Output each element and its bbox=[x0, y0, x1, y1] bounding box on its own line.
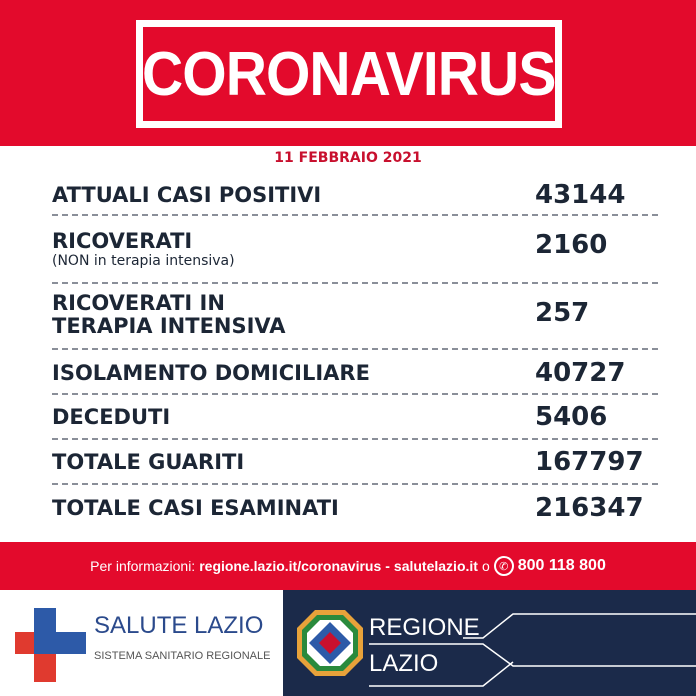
salute-lazio-subtitle: SISTEMA SANITARIO REGIONALE bbox=[94, 650, 271, 662]
regione-label-1: REGIONE bbox=[369, 614, 480, 641]
stat-row-terapia-intensiva: RICOVERATI IN TERAPIA INTENSIVA 257 bbox=[52, 284, 658, 350]
stat-row-ricoverati: RICOVERATI (NON in terapia intensiva) 216… bbox=[52, 216, 658, 284]
stat-label-main: RICOVERATI bbox=[52, 229, 193, 253]
salute-lazio-title: SALUTE LAZIO bbox=[94, 612, 264, 639]
stat-value: 216347 bbox=[535, 493, 644, 523]
salute-lazio-logo: SALUTE LAZIO SISTEMA SANITARIO REGIONALE bbox=[0, 590, 283, 696]
stat-label: ISOLAMENTO DOMICILIARE bbox=[52, 361, 370, 385]
stat-value: 2160 bbox=[535, 230, 608, 260]
stat-label: RICOVERATI IN TERAPIA INTENSIVA bbox=[52, 292, 286, 338]
stat-label: DECEDUTI bbox=[52, 405, 171, 429]
stat-value: 257 bbox=[535, 298, 590, 328]
info-separator: - bbox=[385, 558, 390, 574]
link-salutelazio[interactable]: salutelazio.it bbox=[393, 558, 478, 574]
decorative-lines bbox=[369, 613, 696, 687]
cross-logo-icon bbox=[15, 608, 86, 682]
stat-value: 5406 bbox=[535, 402, 608, 432]
stat-sublabel: (NON in terapia intensiva) bbox=[52, 253, 235, 269]
stat-value: 167797 bbox=[535, 447, 644, 477]
stat-row-deceduti: DECEDUTI 5406 bbox=[52, 395, 658, 440]
phone-number[interactable]: 800 118 800 bbox=[517, 557, 606, 574]
stat-value: 43144 bbox=[535, 180, 626, 210]
phone-icon: ✆ bbox=[493, 556, 514, 576]
regione-label-2: LAZIO bbox=[369, 650, 439, 677]
info-prefix: Per informazioni: bbox=[90, 558, 196, 574]
stat-label: ATTUALI CASI POSITIVI bbox=[52, 183, 322, 207]
stat-row-positivi: ATTUALI CASI POSITIVI 43144 bbox=[52, 180, 658, 216]
info-bar: Per informazioni: regione.lazio.it/coron… bbox=[0, 542, 696, 590]
stat-row-guariti: TOTALE GUARITI 167797 bbox=[52, 440, 658, 485]
link-regione-coronavirus[interactable]: regione.lazio.it/coronavirus bbox=[199, 558, 382, 574]
info-or: o bbox=[481, 558, 490, 574]
title-box: CORONAVIRUS bbox=[136, 20, 562, 128]
stat-row-isolamento: ISOLAMENTO DOMICILIARE 40727 bbox=[52, 350, 658, 395]
stat-label: RICOVERATI (NON in terapia intensiva) bbox=[52, 229, 235, 270]
stat-label: TOTALE CASI ESAMINATI bbox=[52, 496, 339, 520]
report-date: 11 FEBBRAIO 2021 bbox=[274, 150, 422, 166]
stat-label: TOTALE GUARITI bbox=[52, 450, 245, 474]
header-banner: CORONAVIRUS bbox=[0, 0, 696, 146]
stat-label-line2: TERAPIA INTENSIVA bbox=[52, 314, 286, 338]
regione-lazio-logo: REGIONE LAZIO bbox=[283, 590, 696, 696]
stat-value: 40727 bbox=[535, 358, 626, 388]
stat-row-esaminati: TOTALE CASI ESAMINATI 216347 bbox=[52, 485, 658, 530]
regione-emblem-icon bbox=[297, 610, 363, 676]
stat-label-line1: RICOVERATI IN bbox=[52, 291, 225, 315]
page-title: CORONAVIRUS bbox=[142, 39, 556, 109]
